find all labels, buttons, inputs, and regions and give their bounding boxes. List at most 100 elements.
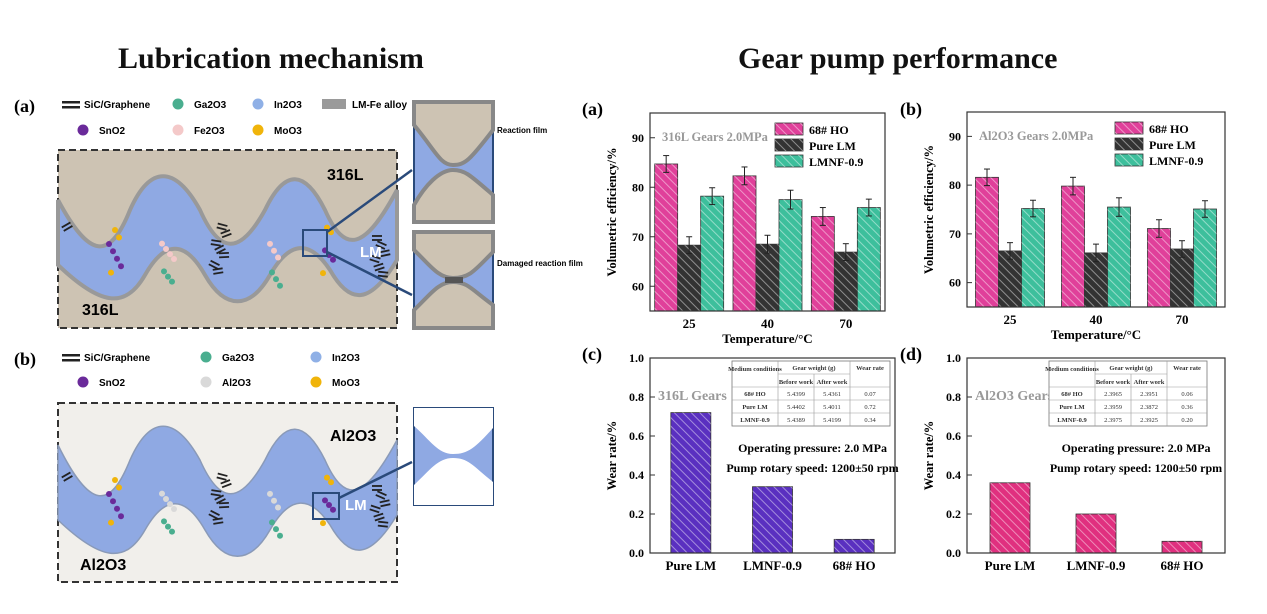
graphene-flake [377,490,387,497]
panel-a-legend: SiC/Graphene Ga2O3 In2O3 LM-Fe alloy SnO2 Fe2… [62,98,407,137]
graphene-flake [221,232,232,239]
x-tick-label: 70 [839,316,852,331]
moo3-dot-icon [252,124,264,136]
graphene-flake [208,263,219,270]
oxide-particle [165,273,171,280]
table-header: Gear weight (g) [1109,365,1152,372]
panel-label: (d) [900,344,922,365]
fe2o3-dot-icon [172,124,184,136]
y-tick-label: 0.0 [946,546,961,560]
graphene-icon [62,101,80,104]
legend-swatch-hatch [775,139,803,151]
table-border [1048,360,1208,427]
graphene-flake [217,472,228,477]
graphene-flake [369,258,380,264]
graphene-flake [370,504,381,510]
x-tick-label: LMNF-0.9 [743,558,802,573]
y-tick-label: 70 [632,230,644,244]
oxide-particle [110,248,116,255]
bar-hatch [654,163,678,311]
bar-hatch [1193,209,1217,307]
top-material-label: 316L [327,167,364,184]
reaction-film-label: Reaction film [497,126,547,135]
panel-label: (a) [582,99,603,120]
bar-hatch [1107,207,1131,307]
chart-annotation: 316L Gears [658,389,727,404]
legend-label: Pure LM [809,139,856,153]
graphene-flake [220,229,231,235]
table-cell: 0.07 [864,391,876,398]
table-subheader: After work [1134,379,1165,386]
legend-label: Pure LM [1149,138,1196,152]
legend-label: 68# HO [1149,122,1189,136]
oxide-particle [269,269,275,276]
x-tick-label: LMNF-0.9 [1067,558,1126,573]
oxide-particle [324,474,330,481]
gear-pump-performance-title: Gear pump performance [738,42,1058,75]
x-tick-label: Pure LM [985,558,1036,573]
graphene-flake [216,498,226,505]
ga2o3-dot-icon [200,351,212,363]
graphene-flake [210,493,221,497]
oxide-particle [326,501,332,508]
sno2-dot-icon [77,376,89,388]
table-header: Wear rate [856,365,884,372]
table-cell: 5.4199 [823,417,841,424]
table-cell: 5.4361 [823,391,841,398]
al2o3-dot-icon [200,376,212,388]
bar-hatch [1061,186,1085,307]
oxide-particle [320,270,326,277]
y-axis-label: Wear rate/% [922,421,936,491]
bar-hatch [834,539,875,553]
graphene-flake [213,521,224,525]
legend-swatch-hatch [775,123,803,135]
bar-hatch [752,486,793,553]
graphene-flake [63,475,73,482]
oxide-particle [118,263,124,270]
bar-hatch [834,252,858,311]
lm-label: LM [360,244,382,261]
x-axis-label: Temperature/°C [722,331,812,346]
table-cell: 5.4011 [823,404,841,411]
gear-weight-table: Medium conditions Gear weight (g) Wear rat… [1045,360,1208,427]
legend-item-moo3: MoO3 [332,378,360,389]
bar-hatch [670,412,711,553]
table-cell: Pure LM [1059,404,1084,411]
table-cell: 0.34 [864,417,876,424]
gear-pump-charts: (a) 60 70 80 90 Volumetric efficiency/% Temper… [582,99,1226,573]
graphene-flake [212,517,223,521]
graphene-flake [214,494,225,501]
x-tick-label: 70 [1176,312,1189,327]
plot-frame [966,111,1226,308]
chart-annotation: Al2O3 Gears [975,389,1054,404]
graphene-flake [216,248,226,255]
oxide-particle [275,504,281,511]
legend-label: LMNF-0.9 [1149,154,1203,168]
panel-b-scene: Al2O3 Al2O3 LM [57,402,494,583]
legend-item-in2o3: In2O3 [274,100,302,111]
graphene-flake [219,505,230,509]
table-header: Medium conditions [1045,366,1099,373]
legend-label: 68# HO [809,123,849,137]
sno2-dot-icon [77,124,89,136]
oxide-particle [271,247,277,254]
table-cell: 2.3951 [1140,391,1158,398]
y-tick-label: 0.8 [629,390,644,404]
oxide-particle [167,501,173,508]
oxide-particle [273,526,279,533]
table-subheader: After work [817,379,848,386]
graphene-icon [62,359,80,362]
oxide-particle [171,506,177,513]
oxide-particle [169,278,175,285]
graphene-flake [213,271,224,275]
graphene-icon [62,354,80,357]
moo3-dot-icon [310,376,322,388]
bar-hatch [1170,248,1194,307]
bar-hatch [779,199,802,311]
ga2o3-dot-icon [172,98,184,110]
oxide-particle [112,476,118,483]
bar-hatch [756,244,779,311]
bar-hatch [677,245,701,311]
graphene-flake [218,501,229,505]
y-tick-label: 1.0 [629,351,644,365]
